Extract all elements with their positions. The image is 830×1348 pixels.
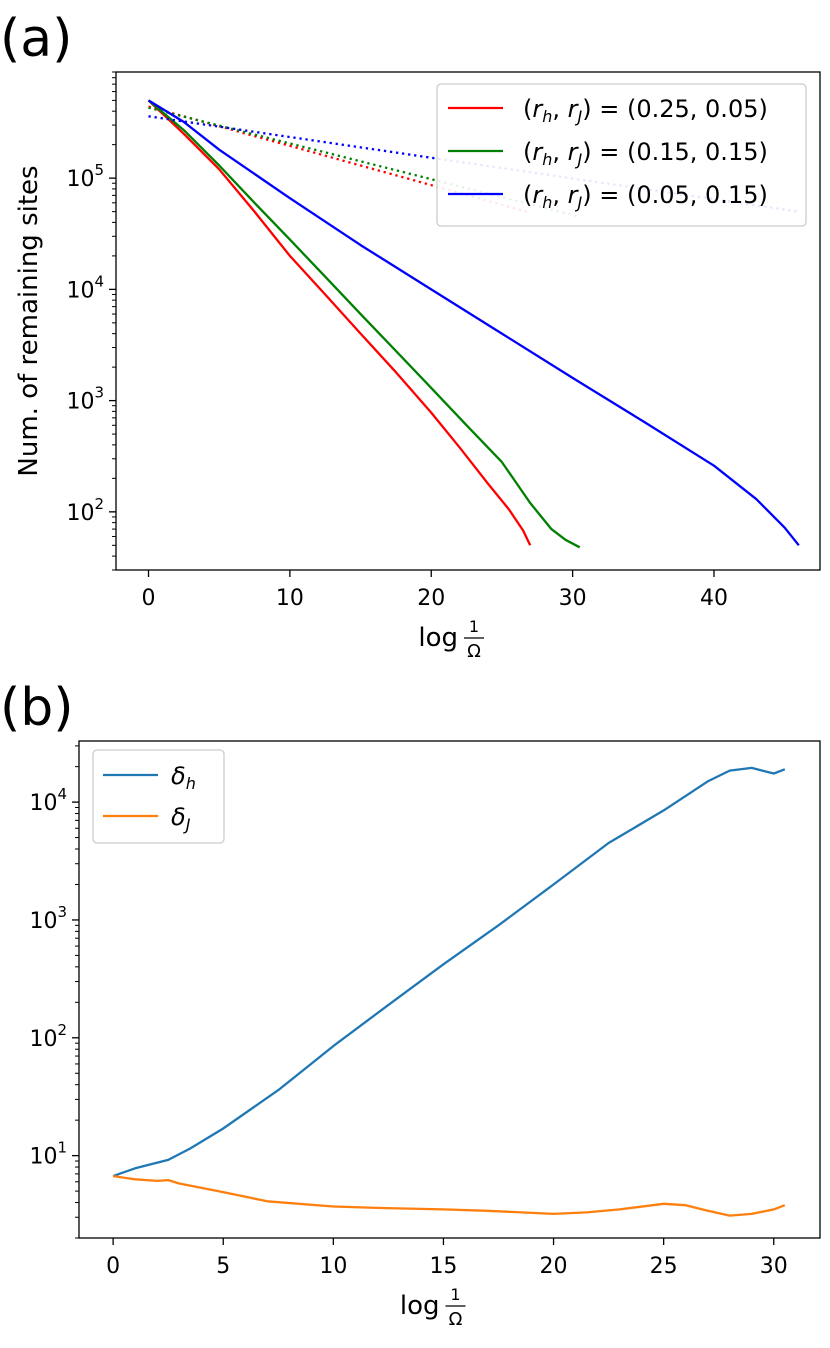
plot-frame — [78, 740, 821, 1239]
legend-label: (rh, rJ) = (0.25, 0.05) — [523, 95, 768, 126]
legend-label: δJ — [171, 803, 191, 834]
x-tick-label: 25 — [650, 1254, 678, 1279]
y-tick-label: 102 — [29, 1021, 67, 1052]
panel-b-label: (b) — [0, 678, 74, 738]
x-tick-label: 20 — [540, 1254, 568, 1279]
y-tick-label: 104 — [66, 272, 104, 303]
x-tick-label: 40 — [700, 586, 728, 611]
y-tick-label: 104 — [29, 785, 67, 816]
x-tick-label: 0 — [142, 586, 156, 611]
x-axis-label-numerator: 1 — [450, 1285, 460, 1304]
legend-box — [436, 83, 807, 227]
panel-a: (a) 0 10 20 30 40 102 103 104 105 log 1 Ω Num. of re… — [0, 9, 821, 662]
plot-frame — [115, 71, 821, 571]
x-tick-label: 20 — [417, 586, 445, 611]
x-tick-label: 0 — [106, 1254, 120, 1279]
series-line-0 — [147, 99, 532, 546]
series-line-3 — [148, 106, 580, 218]
series-line-0 — [112, 766, 786, 1178]
x-tick-label: 30 — [760, 1254, 788, 1279]
panel-b: (b) 0 5 10 15 20 25 30 101 102 103 104 log 1 Ωδh δJ — [0, 678, 821, 1330]
x-axis-label-numerator: 1 — [469, 617, 479, 636]
x-tick-label: 15 — [429, 1254, 457, 1279]
x-axis-label-denominator: Ω — [467, 641, 481, 662]
series-line-2 — [147, 99, 581, 549]
y-tick-label: 102 — [66, 495, 104, 526]
legend-label: (rh, rJ) = (0.05, 0.15) — [523, 181, 768, 212]
x-axis-label: log — [400, 1291, 440, 1321]
plot-b-area: 0 5 10 15 20 25 30 101 102 103 104 log 1 Ωδh δJ — [29, 740, 821, 1330]
legend-label: δh — [171, 762, 196, 793]
y-tick-label: 105 — [66, 161, 104, 192]
series-line-4 — [147, 99, 800, 547]
x-axis-label: log — [418, 623, 458, 653]
x-tick-label: 30 — [559, 586, 587, 611]
y-tick-label: 103 — [29, 903, 67, 934]
series-line-1 — [112, 1174, 786, 1217]
y-tick-label: 101 — [29, 1139, 67, 1170]
x-axis-label-denominator: Ω — [449, 1309, 463, 1330]
x-tick-label: 10 — [319, 1254, 347, 1279]
legend-label: (rh, rJ) = (0.15, 0.15) — [523, 138, 768, 169]
x-tick-label: 10 — [276, 586, 304, 611]
legend-box — [92, 749, 225, 844]
y-axis-label: Num. of remaining sites — [14, 165, 44, 476]
x-tick-label: 5 — [216, 1254, 230, 1279]
y-tick-label: 103 — [66, 384, 104, 415]
panel-a-label: (a) — [0, 9, 72, 69]
plot-a-area: 0 10 20 30 40 102 103 104 105 log 1 Ω Num. of remain… — [14, 71, 821, 662]
